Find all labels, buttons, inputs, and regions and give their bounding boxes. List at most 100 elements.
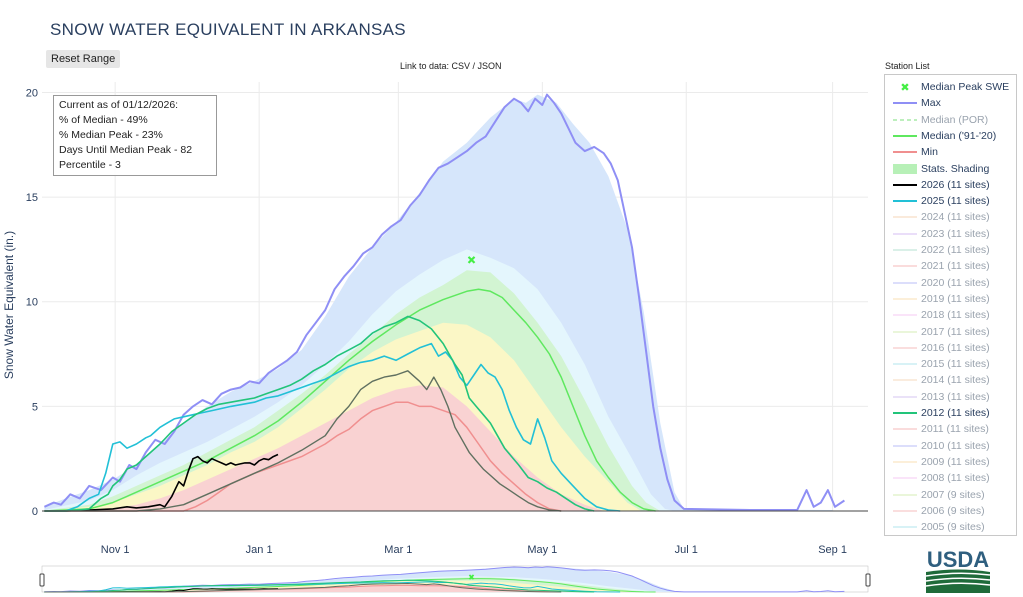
legend-swatch-icon	[893, 200, 917, 203]
legend-swatch-icon	[893, 330, 917, 333]
legend-item-label: 2010 (11 sites)	[921, 439, 990, 452]
range-series-line	[44, 579, 595, 593]
legend-swatch-icon	[893, 249, 917, 251]
legend-item-label: 2014 (11 sites)	[921, 374, 990, 387]
reset-range-button[interactable]: Reset Range	[46, 50, 121, 68]
legend-item-label: 2016 (11 sites)	[921, 341, 990, 354]
legend-swatch-icon: ✖	[900, 82, 909, 94]
legend-item-label: Stats. Shading	[921, 162, 990, 175]
series-line-2025-11-sites-[interactable]	[44, 342, 621, 512]
legend-item-label: 2015 (11 sites)	[921, 358, 990, 371]
range-slider[interactable]: ✖	[39, 565, 871, 593]
legend-swatch-icon	[893, 428, 917, 431]
median-peak-marker[interactable]	[467, 256, 476, 264]
x-tick-label: Nov 1	[101, 544, 130, 556]
legend-swatch-icon	[893, 118, 917, 121]
legend-item-label: 2020 (11 sites)	[921, 276, 990, 289]
legend-item-label: 2017 (11 sites)	[921, 325, 990, 338]
legend-item-label: 2005 (9 sites)	[921, 521, 985, 534]
info-percent-median-peak: % Median Peak - 23%	[59, 129, 163, 141]
y-tick-label: 15	[26, 192, 38, 204]
x-tick-label: Sep 1	[818, 544, 847, 556]
y-tick-label: 5	[32, 401, 38, 413]
series-layer	[43, 93, 845, 512]
legend-swatch-icon	[893, 102, 917, 105]
range-handle-right[interactable]	[865, 573, 871, 587]
legend-swatch-icon	[893, 216, 917, 219]
legend-item-label: Max	[921, 97, 941, 110]
legend-item-label: 2008 (11 sites)	[921, 472, 990, 485]
y-tick-label: 0	[32, 506, 38, 518]
legend-swatch-icon	[893, 314, 917, 316]
legend-swatch-icon	[893, 510, 917, 512]
y-tick-label: 10	[26, 297, 38, 309]
info-percentile: Percentile - 3	[59, 159, 121, 171]
station-list-label: Station List	[885, 61, 930, 71]
legend-swatch-icon	[893, 395, 917, 398]
legend-swatch-icon	[893, 298, 917, 300]
x-tick-label: Jul 1	[675, 544, 698, 556]
x-tick-label: Jan 1	[246, 544, 273, 556]
range-series-line	[44, 581, 621, 593]
legend-swatch-icon	[893, 526, 917, 528]
legend-item-label: 2012 (11 sites)	[921, 407, 990, 419]
legend-swatch-icon	[893, 134, 917, 137]
y-axis-title: Snow Water Equivalent (in.)	[2, 231, 16, 379]
x-tick-label: May 1	[527, 544, 557, 556]
marker-layer	[467, 256, 476, 264]
legend-swatch-icon	[893, 477, 917, 479]
series-line-max[interactable]	[43, 93, 845, 511]
legend-swatch-icon	[893, 493, 917, 496]
svg-text:✖: ✖	[900, 82, 909, 94]
legend-item-label: 2022 (11 sites)	[921, 244, 990, 256]
legend-item-label: 2013 (11 sites)	[921, 390, 990, 403]
range-series-line	[44, 578, 656, 593]
station-legend: ✖ Median Peak SWE Max Median (POR) Median ('…	[884, 74, 1017, 536]
legend-swatch-icon	[893, 461, 917, 463]
swe-chart[interactable]: 0 5 10 15 20 Nov 1 Jan 1 Mar 1 May 1 Jul 1 Sep 1 ✖…	[0, 0, 880, 597]
legend-item-label: 2024 (11 sites)	[921, 211, 990, 224]
legend-swatch-icon	[893, 232, 917, 235]
legend-swatch-icon	[893, 347, 917, 349]
legend-item-label: 2009 (11 sites)	[921, 455, 990, 468]
legend-swatch-icon	[893, 412, 917, 414]
range-series-line	[44, 582, 562, 593]
legend-item-label: 2019 (11 sites)	[921, 292, 990, 305]
status-info-box: Current as of 01/12/2026: % of Median - …	[53, 95, 217, 176]
band-30th	[44, 385, 604, 511]
legend-swatch-icon	[893, 281, 917, 284]
usda-logo-text: USDA	[927, 547, 989, 572]
legend-item-label: 2018 (11 sites)	[921, 309, 990, 322]
series-line-median-91-20-[interactable]	[44, 288, 656, 512]
axis-layer: 0 5 10 15 20 Nov 1 Jan 1 Mar 1 May 1 Jul 1 Sep 1	[26, 87, 868, 556]
legend-item-label: Min	[921, 146, 938, 159]
legend-item-label: Median (POR)	[921, 113, 989, 126]
x-tick-label: Mar 1	[384, 544, 412, 556]
y-tick-label: 20	[26, 87, 38, 99]
legend-item-label: 2025 (11 sites)	[921, 195, 990, 208]
legend-item-label: 2023 (11 sites)	[921, 227, 990, 240]
info-days-until-peak: Days Until Median Peak - 82	[59, 144, 193, 156]
legend-item-label: 2021 (11 sites)	[921, 260, 990, 273]
chart-title: SNOW WATER EQUIVALENT IN ARKANSAS	[50, 20, 406, 39]
legend-swatch-icon	[893, 183, 917, 186]
legend-swatch-icon	[893, 379, 917, 382]
legend-item-label: 2011 (11 sites)	[921, 423, 989, 436]
series-line-2012-11-sites-[interactable]	[44, 315, 595, 512]
usda-logo: USDA	[925, 547, 991, 593]
legend-item-label: Median ('91-'20)	[921, 129, 997, 142]
legend-swatch-icon	[893, 163, 917, 174]
range-handle-left[interactable]	[39, 573, 45, 587]
info-percent-median: % of Median - 49%	[59, 114, 148, 126]
legend-swatch-icon	[893, 444, 917, 447]
legend-item-label: 2006 (9 sites)	[921, 504, 985, 517]
series-line-2026-11-sites-[interactable]	[44, 453, 279, 512]
data-link[interactable]: Link to data: CSV / JSON	[400, 61, 502, 71]
info-current-date: Current as of 01/12/2026:	[59, 99, 179, 111]
legend-swatch-icon	[893, 265, 917, 268]
series-line-min-2012-lower[interactable]	[44, 370, 562, 512]
legend-swatch-icon	[893, 151, 917, 154]
legend-swatch-icon	[893, 363, 917, 365]
range-peak-marker: ✖	[468, 573, 475, 582]
legend-item-label: Median Peak SWE	[921, 81, 1010, 93]
